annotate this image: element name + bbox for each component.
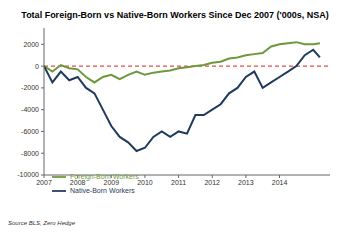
svg-text:2008: 2008 <box>70 179 86 186</box>
svg-text:-8000: -8000 <box>21 150 39 157</box>
svg-text:2000: 2000 <box>23 41 39 48</box>
html-text:Native-Born Workers: Native-Born Workers <box>70 186 135 194</box>
svg-text:2011: 2011 <box>171 179 186 186</box>
html-text:Source BLS, Zero Hedge: Source BLS, Zero Hedge <box>8 220 75 226</box>
html-text:Total Foreign-Born vs Native-B: Total Foreign-Born vs Native-Born Worker… <box>21 10 329 20</box>
svg-text:0: 0 <box>35 63 39 70</box>
svg-text:-2000: -2000 <box>21 84 39 91</box>
svg-text:2013: 2013 <box>238 179 254 186</box>
html-text:Foreign-Born Workers: Foreign-Born Workers <box>70 172 139 180</box>
svg-text:2014: 2014 <box>272 179 288 186</box>
svg-text:2009: 2009 <box>104 179 120 186</box>
svg-text:-6000: -6000 <box>21 128 39 135</box>
svg-text:2012: 2012 <box>204 179 220 186</box>
svg-text:-10000: -10000 <box>17 171 39 178</box>
svg-text:2007: 2007 <box>36 179 52 186</box>
svg-text:2010: 2010 <box>137 179 153 186</box>
svg-text:-4000: -4000 <box>21 106 39 113</box>
